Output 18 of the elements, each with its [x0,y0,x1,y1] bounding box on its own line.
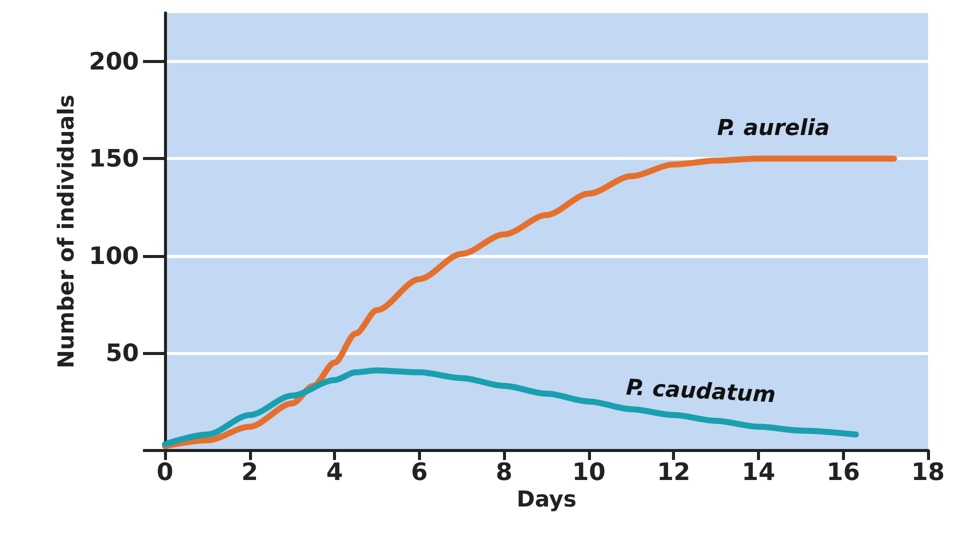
x-tick-label: 6 [410,458,428,486]
x-tick-label: 8 [496,458,512,486]
x-tick-label: 16 [826,458,860,486]
x-axis-title: Days [516,487,576,512]
x-tick-label: 0 [156,458,174,486]
y-tick-label: 200 [88,48,139,76]
series-label: P. aurelia [717,116,830,142]
y-tick-label: 50 [106,338,139,367]
x-tick-label: 10 [572,458,606,486]
x-tick-label: 18 [911,458,945,486]
x-tick-label: 12 [656,458,690,486]
series-label: P. caudatum [625,375,776,408]
x-tick-label: 2 [241,458,258,486]
y-axis-title: Number of individuals [54,94,80,368]
x-tick-label: 14 [742,458,776,486]
y-tick-label: 100 [88,242,139,270]
y-tick-label: 150 [88,144,139,173]
x-tick-label: 4 [326,458,343,486]
